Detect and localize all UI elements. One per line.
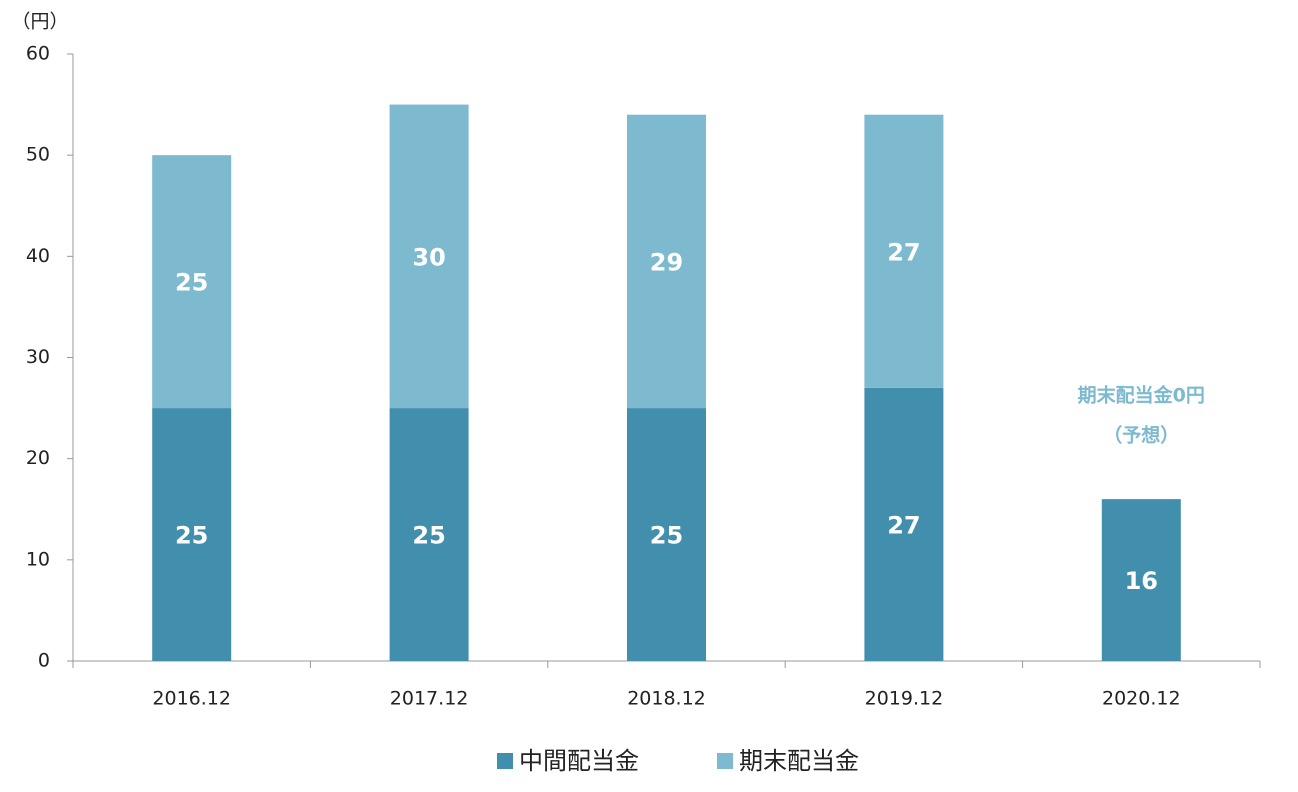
y-tick-label: 10 [26, 548, 50, 570]
annotation: （予想） [1103, 424, 1179, 447]
legend-label: 期末配当金 [739, 747, 859, 775]
y-tick-label: 50 [26, 144, 50, 166]
bar-segment [1101, 499, 1181, 661]
x-tick-label: 2018.12 [627, 688, 706, 710]
bar-segment [864, 114, 944, 388]
bar-segment [152, 155, 232, 409]
value-label: 25 [175, 522, 208, 550]
value-label: 29 [650, 248, 683, 276]
x-tick-label: 2019.12 [865, 688, 944, 710]
legend-label: 中間配当金 [519, 747, 639, 775]
bar-segment [627, 114, 706, 409]
x-tick-label: 2016.12 [152, 688, 231, 710]
bar-segment [864, 387, 944, 661]
y-tick-label: 40 [26, 245, 50, 267]
annotation: 期末配当金0円 [1078, 384, 1205, 407]
value-label: 16 [1125, 567, 1158, 595]
bar-segment [627, 408, 706, 661]
value-label: 25 [175, 269, 208, 297]
y-tick-label: 60 [26, 43, 50, 65]
y-tick-label: 0 [38, 650, 50, 672]
x-tick-label: 2020.12 [1102, 688, 1181, 710]
value-label: 25 [412, 522, 445, 550]
y-unit: （円） [11, 11, 68, 33]
bar-segment [389, 104, 469, 409]
value-label: 30 [412, 243, 445, 271]
bar-segment [389, 408, 469, 661]
y-tick-label: 20 [26, 447, 50, 469]
x-tick-label: 2017.12 [390, 688, 469, 710]
legend-swatch [717, 753, 733, 769]
value-label: 27 [887, 238, 920, 266]
value-label: 25 [650, 522, 683, 550]
legend-swatch [497, 753, 513, 769]
value-label: 27 [887, 511, 920, 539]
y-tick-label: 30 [26, 346, 50, 368]
bar-segment [152, 408, 232, 661]
